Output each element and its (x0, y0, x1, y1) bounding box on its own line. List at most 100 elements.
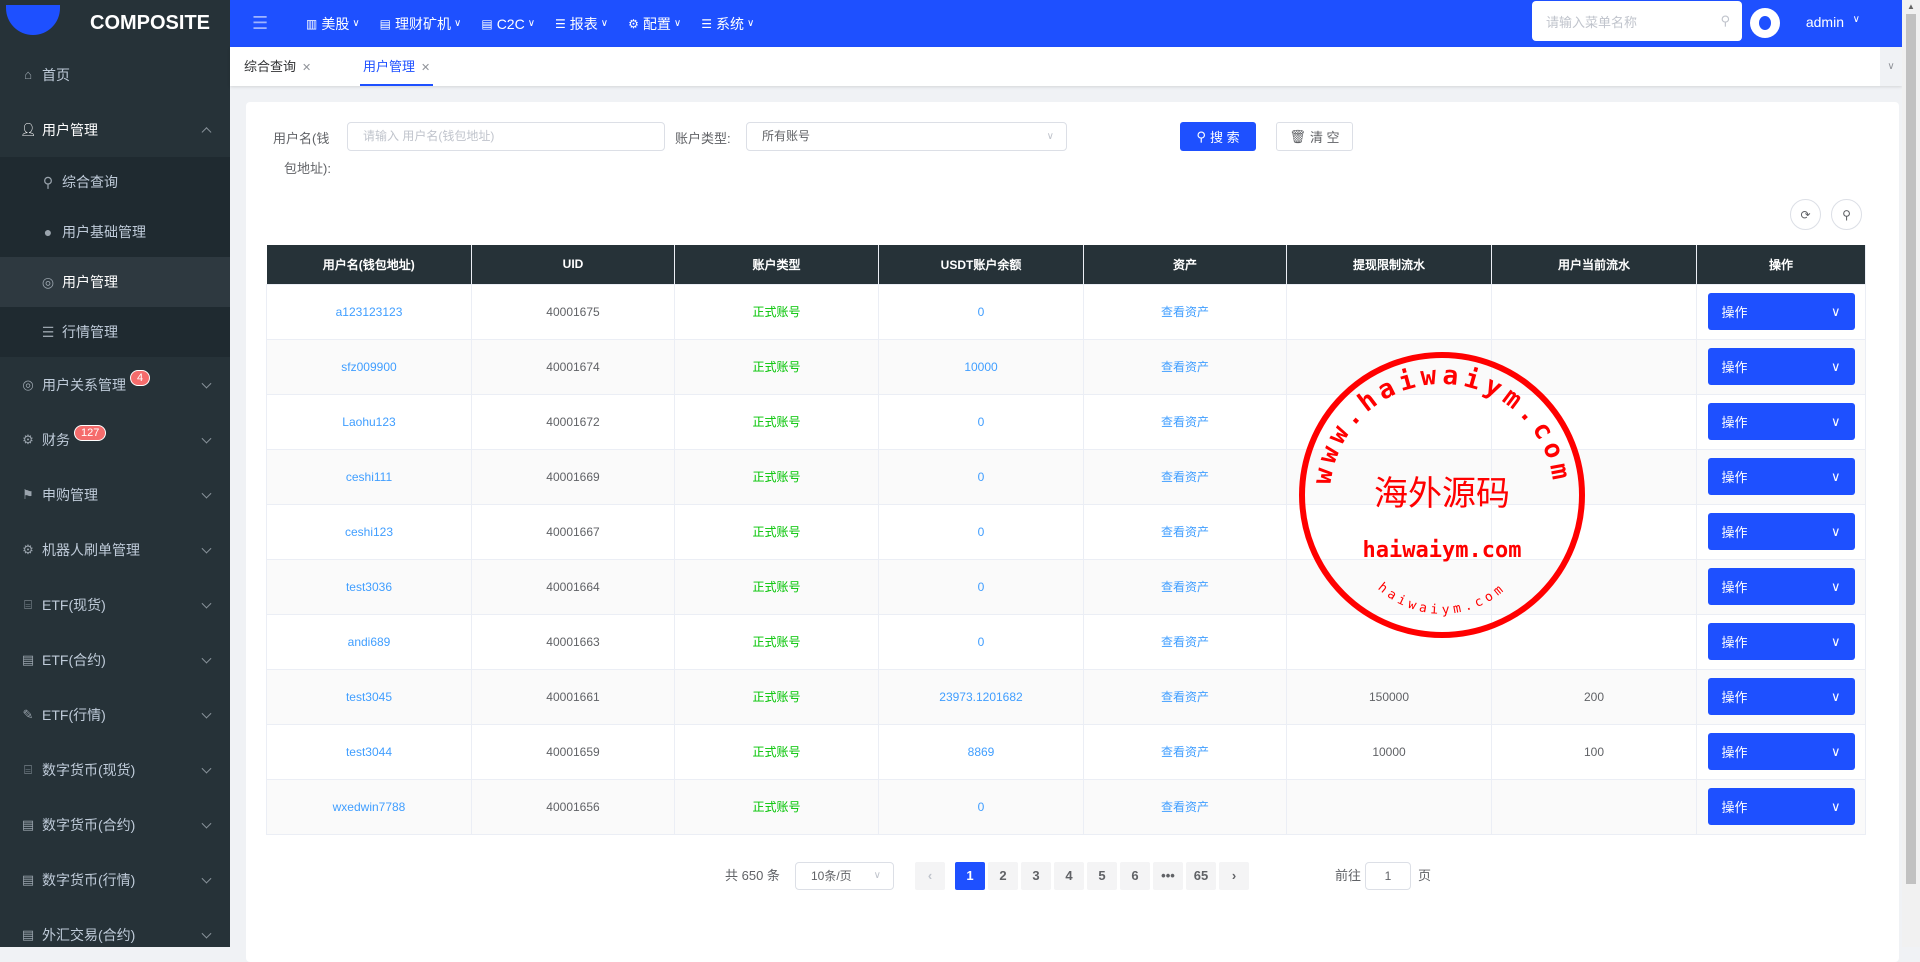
operation-dropdown[interactable]: 操作 ∨ (1707, 788, 1855, 825)
goto-page-input[interactable]: 1 (1365, 862, 1411, 890)
sidebar-item-label: 用户管理 (62, 274, 118, 290)
page-button[interactable]: 4 (1054, 862, 1084, 890)
usdt-balance[interactable]: 0 (977, 524, 985, 539)
search-icon[interactable]: ⚲ (1720, 13, 1730, 28)
scroll-up-icon[interactable]: ▲ (1907, 2, 1915, 11)
chevron-down-icon[interactable]: ∨ (1852, 14, 1860, 25)
prev-page-button[interactable]: ‹ (915, 862, 945, 890)
sidebar-item[interactable]: ▤ ETF(合约) (0, 632, 230, 687)
avatar[interactable] (1750, 8, 1780, 38)
view-assets-link[interactable]: 查看资产 (1160, 305, 1209, 319)
search-button[interactable]: ⚲ 搜 索 (1180, 122, 1256, 151)
document-icon: ▤ (21, 926, 35, 942)
scrollbar-thumb[interactable] (1906, 14, 1916, 884)
operation-dropdown[interactable]: 操作 ∨ (1707, 623, 1855, 660)
usdt-balance[interactable]: 0 (977, 799, 985, 814)
view-assets-link[interactable]: 查看资产 (1160, 635, 1209, 649)
topnav-item[interactable]: ▤ C2C ∨ (481, 14, 535, 34)
sidebar-subitem-user-basic[interactable]: ● 用户基础管理 (0, 207, 230, 257)
username-link[interactable]: test3036 (345, 579, 393, 594)
chevron-down-icon[interactable]: ∨ (1880, 47, 1902, 86)
close-icon[interactable]: ✕ (302, 62, 312, 74)
username-link[interactable]: ceshi123 (344, 524, 394, 539)
usdt-balance[interactable]: 10000 (964, 359, 998, 374)
usdt-balance[interactable]: 0 (977, 414, 985, 429)
username-link[interactable]: test3045 (345, 689, 393, 704)
sidebar-item[interactable]: ⚙︎ 财务 127 (0, 412, 230, 467)
sidebar-item[interactable]: ▤ 数字货币(合约) (0, 797, 230, 852)
view-assets-link[interactable]: 查看资产 (1160, 525, 1209, 539)
page-size-select[interactable]: 10条/页 ∨ (795, 862, 894, 890)
topnav-item[interactable]: ⚙︎ 配置 ∨ (628, 14, 681, 34)
operation-dropdown[interactable]: 操作 ∨ (1707, 513, 1855, 550)
page-button[interactable]: 1 (955, 862, 985, 890)
page-button[interactable]: 6 (1120, 862, 1150, 890)
view-assets-link[interactable]: 查看资产 (1160, 745, 1209, 759)
operation-dropdown[interactable]: 操作 ∨ (1707, 348, 1855, 385)
account-type-select[interactable]: 所有账号 ∨ (746, 122, 1067, 151)
sidebar-item[interactable]: ▤ 外汇交易(合约) (0, 907, 230, 947)
operation-dropdown[interactable]: 操作 ∨ (1707, 733, 1855, 770)
usdt-balance[interactable]: 23973.1201682 (939, 689, 1023, 704)
sidebar-subitem-market[interactable]: ☰ 行情管理 (0, 307, 230, 357)
user-name[interactable]: admin (1805, 14, 1844, 30)
operation-dropdown[interactable]: 操作 ∨ (1707, 293, 1855, 330)
topnav-label: 美股 (321, 15, 350, 32)
usdt-balance[interactable]: 0 (977, 304, 985, 319)
scrollbar[interactable]: ▲ (1902, 0, 1920, 947)
page-button[interactable]: 3 (1021, 862, 1051, 890)
username-link[interactable]: ceshi111 (345, 469, 393, 484)
menu-search-input[interactable]: 请输入菜单名称 ⚲ (1532, 1, 1742, 41)
usdt-balance[interactable]: 0 (977, 634, 985, 649)
sidebar-item-user-mgmt[interactable]: 👤︎ 用户管理 (0, 102, 230, 157)
sidebar-item[interactable]: ⚙︎ 机器人刷单管理 (0, 522, 230, 577)
page-button[interactable]: 5 (1087, 862, 1117, 890)
view-assets-link[interactable]: 查看资产 (1160, 580, 1209, 594)
topnav-item[interactable]: ▤ 理财矿机 ∨ (380, 14, 462, 34)
sidebar-item[interactable]: ▤ 数字货币(行情) (0, 852, 230, 907)
username-link[interactable]: sfz009900 (341, 359, 397, 374)
username-link[interactable]: test3044 (345, 744, 393, 759)
operation-dropdown[interactable]: 操作 ∨ (1707, 403, 1855, 440)
table-cell (1491, 283, 1697, 340)
hamburger-icon[interactable]: ☰ (252, 13, 269, 33)
sidebar-item[interactable]: ◎ 用户关系管理 4 (0, 357, 230, 412)
usdt-balance[interactable]: 8869 (967, 744, 995, 759)
username-input[interactable]: 请输入 用户名(钱包地址) (347, 122, 665, 151)
page-button[interactable]: ••• (1153, 862, 1183, 890)
operation-dropdown[interactable]: 操作 ∨ (1707, 678, 1855, 715)
operation-dropdown[interactable]: 操作 ∨ (1707, 568, 1855, 605)
view-assets-link[interactable]: 查看资产 (1160, 690, 1209, 704)
page-button[interactable]: 2 (988, 862, 1018, 890)
refresh-button[interactable]: ⟳ (1790, 199, 1821, 230)
tab-user-mgmt[interactable]: 用户管理 ✕ (360, 47, 434, 86)
view-assets-link[interactable]: 查看资产 (1160, 360, 1209, 374)
sidebar-subitem-query[interactable]: ⚲ 综合查询 (0, 157, 230, 207)
clear-button[interactable]: 🗑︎ 清 空 (1276, 122, 1353, 151)
username-link[interactable]: wxedwin7788 (332, 799, 406, 814)
table-cell: Laohu123 (266, 393, 472, 450)
usdt-balance[interactable]: 0 (977, 469, 985, 484)
topnav-item[interactable]: ☰ 系统 ∨ (701, 14, 754, 34)
sidebar-item[interactable]: ⌸ 数字货币(现货) (0, 742, 230, 797)
username-link[interactable]: andi689 (347, 634, 391, 649)
toggle-search-button[interactable]: ⚲ (1831, 199, 1862, 230)
tab-query[interactable]: 综合查询 ✕ (244, 47, 311, 86)
view-assets-link[interactable]: 查看资产 (1160, 470, 1209, 484)
view-assets-link[interactable]: 查看资产 (1160, 415, 1209, 429)
view-assets-link[interactable]: 查看资产 (1160, 800, 1209, 814)
usdt-balance[interactable]: 0 (977, 579, 985, 594)
page-button[interactable]: 65 (1186, 862, 1216, 890)
sidebar-item-home[interactable]: ⌂ 首页 (0, 47, 230, 102)
sidebar-item[interactable]: ✎ ETF(行情) (0, 687, 230, 742)
close-icon[interactable]: ✕ (421, 62, 431, 74)
topnav-item[interactable]: ▥ 美股 ∨ (306, 14, 360, 34)
next-page-button[interactable]: › (1219, 862, 1249, 890)
sidebar-item[interactable]: ⚑ 申购管理 (0, 467, 230, 522)
username-link[interactable]: a123123123 (335, 304, 403, 319)
username-link[interactable]: Laohu123 (342, 414, 396, 429)
sidebar-item[interactable]: ⌸ ETF(现货) (0, 577, 230, 632)
topnav-item[interactable]: ☰ 报表 ∨ (555, 14, 608, 34)
sidebar-subitem-user-mgmt[interactable]: ◎ 用户管理 (0, 257, 230, 307)
operation-dropdown[interactable]: 操作 ∨ (1707, 458, 1855, 495)
